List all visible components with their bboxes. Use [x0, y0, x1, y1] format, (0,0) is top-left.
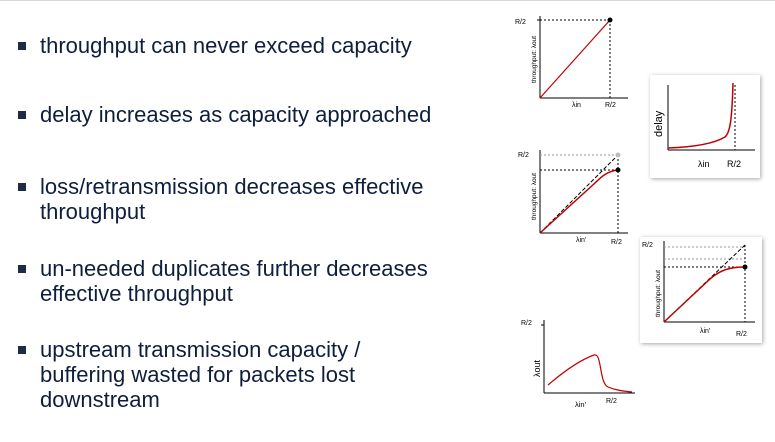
capacity-point [607, 17, 613, 23]
bullet-text: throughput can never exceed capacity [40, 33, 412, 58]
effective-point [615, 167, 621, 173]
x-tick-label: R/2 [611, 239, 622, 246]
graph-delay: delay λin R/2 [653, 82, 755, 169]
graph-throughput-ideal: R/2 throughput: λout λin R/2 [515, 16, 628, 109]
delay-panel: delay λin R/2 [650, 75, 760, 178]
y-tick-label: R/2 [521, 320, 532, 327]
x-tick-label: R/2 [727, 159, 741, 169]
x-tick-label: R/2 [606, 398, 617, 405]
ideal-line [539, 154, 619, 234]
throughput-curve [539, 19, 611, 99]
duplicates-panel: R/2 throughput: λout λin' R/2 [640, 237, 762, 343]
graph-upstream-waste: R/2 λout λin' R/2 [521, 320, 635, 409]
x-axis-label: λin' [575, 400, 587, 409]
bullet-square-icon [18, 183, 26, 191]
effective-point [742, 264, 748, 270]
bullet-square-icon [18, 111, 26, 119]
bullet-list: throughput can never exceed capacity del… [18, 33, 480, 412]
x-tick-label: R/2 [736, 331, 747, 338]
delay-curve [667, 82, 734, 149]
bullet-upstream-waste: upstream transmission capacity / bufferi… [18, 337, 400, 412]
bullet-throughput-capacity: throughput can never exceed capacity [18, 33, 480, 58]
bullet-text: delay increases as capacity approached [40, 102, 432, 127]
throughput-curve [663, 266, 746, 323]
bullet-text: upstream transmission capacity / bufferi… [40, 337, 361, 412]
y-tick-label: R/2 [642, 242, 653, 249]
throughput-curve [547, 354, 633, 393]
graph-throughput-loss: R/2 throughput: λout λin' R/2 [518, 150, 628, 246]
y-tick-label: R/2 [518, 152, 529, 159]
x-tick-label: R/2 [605, 102, 616, 109]
bullet-square-icon [18, 346, 26, 354]
throughput-curve [539, 169, 619, 234]
ideal-point [615, 152, 621, 158]
top-divider [0, 0, 775, 1]
bullet-delay: delay increases as capacity approached [18, 102, 480, 127]
x-axis-label: λin' [700, 328, 710, 335]
y-axis-label: λout [532, 359, 542, 377]
bullet-duplicates: un-needed duplicates further decreases e… [18, 256, 480, 306]
y-axis-label: throughput: λout [531, 173, 538, 220]
bullet-loss-retransmission: loss/retransmission decreases effective … [18, 174, 480, 224]
x-axis-label: λin [698, 159, 710, 169]
y-axis-label: delay [653, 110, 665, 137]
bullet-square-icon [18, 265, 26, 273]
graph-throughput-duplicates: R/2 throughput: λout λin' R/2 [642, 241, 755, 338]
x-axis-label: λin [572, 102, 581, 109]
y-axis-label: throughput: λout [655, 270, 662, 317]
bullet-square-icon [18, 42, 26, 50]
x-axis-label: λin' [576, 237, 586, 244]
bullet-text: loss/retransmission decreases effective … [40, 174, 424, 224]
y-axis-label: throughput: λout [531, 36, 538, 83]
bullet-text: un-needed duplicates further decreases e… [40, 256, 428, 306]
y-tick-label: R/2 [515, 19, 526, 26]
